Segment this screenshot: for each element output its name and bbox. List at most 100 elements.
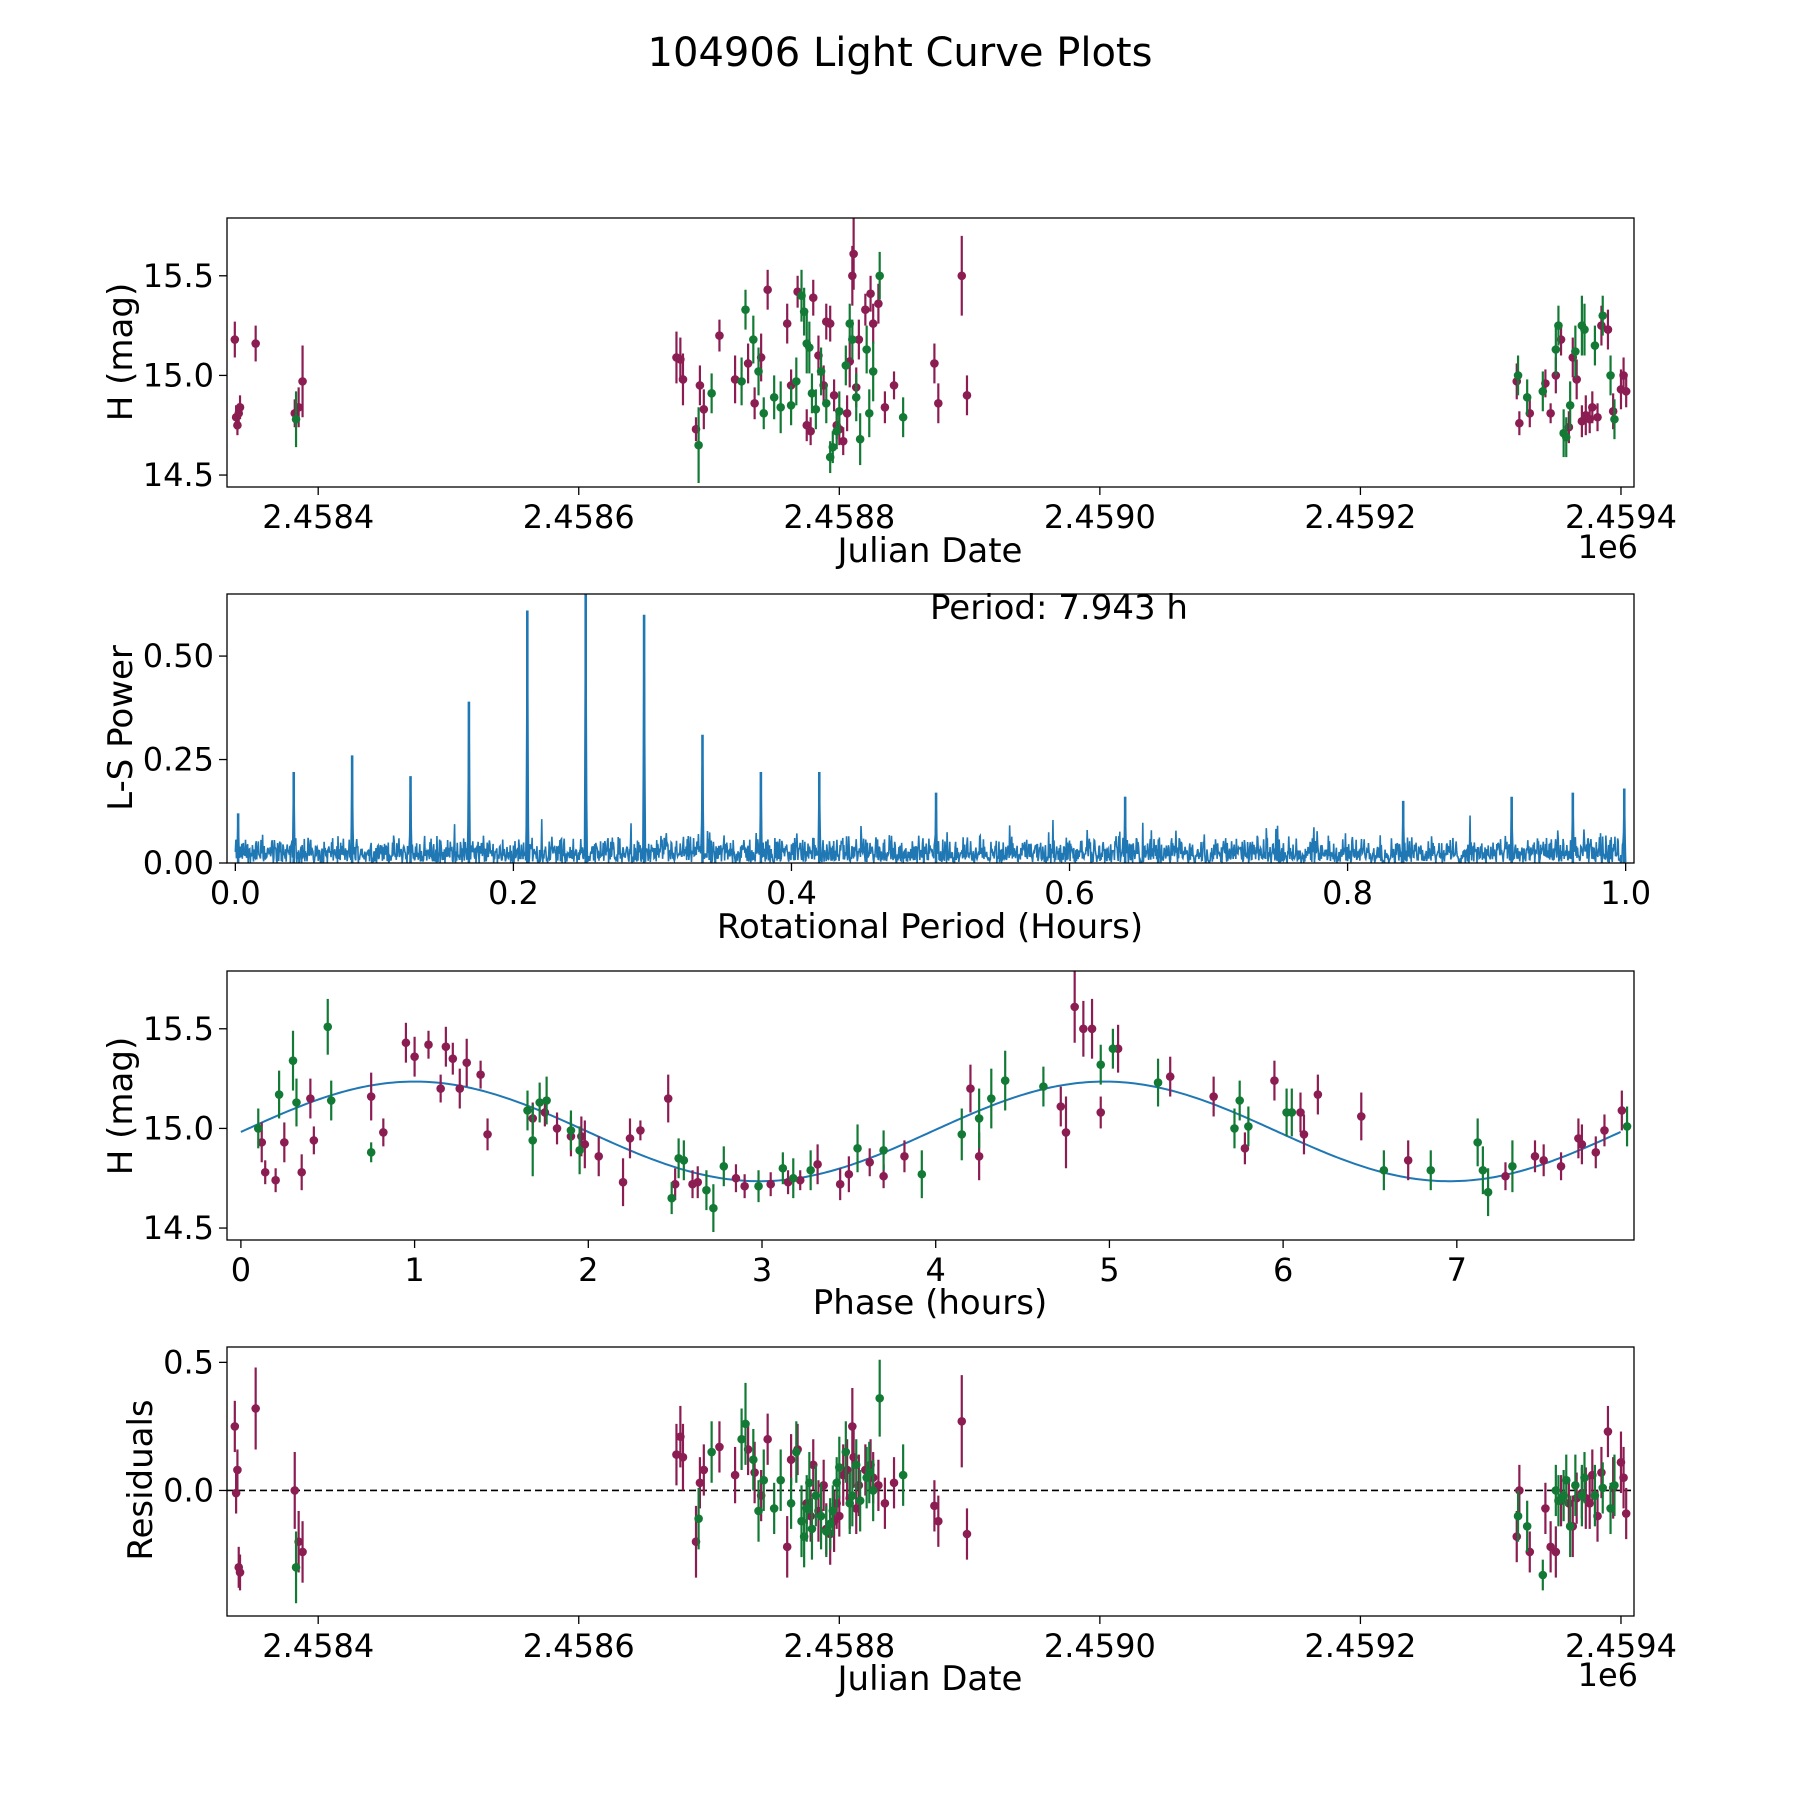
phase-point (1379, 1165, 1389, 1175)
phase-point (257, 1138, 267, 1147)
residuals-axes-frame (226, 1346, 1635, 1617)
timeseries-point (1551, 345, 1561, 354)
periodogram-xtick-label: 1.0 (1600, 874, 1651, 912)
residuals-point (235, 1568, 245, 1577)
phase_fold-xtick-label: 0 (231, 1251, 251, 1289)
residuals-point (1515, 1486, 1524, 1495)
residuals-point (930, 1501, 939, 1511)
timeseries-point (898, 412, 908, 422)
residuals-plot-area (227, 1359, 1634, 1604)
phase_fold-xtick-label: 7 (1447, 1251, 1467, 1289)
phase-point (900, 1152, 909, 1161)
residuals-panel: Residuals Julian Date 1e6 2.4584 2.4586 2.… (121, 1343, 1677, 1699)
phase-point (306, 1094, 315, 1103)
phase-point (1061, 1128, 1071, 1137)
phase-point (1209, 1092, 1218, 1101)
timeseries-point (851, 393, 861, 402)
timeseries-point (678, 375, 688, 384)
phase-point (719, 1161, 729, 1171)
timeseries-point (875, 271, 884, 281)
timeseries-point (816, 367, 826, 376)
periodogram-axes-frame (226, 593, 1635, 864)
phase_fold-plot-area (240, 971, 1632, 1233)
timeseries-point (807, 389, 817, 398)
timeseries-point (868, 367, 878, 376)
residuals-point (741, 1419, 750, 1429)
residuals-point (1597, 1468, 1606, 1477)
timeseries-point (1610, 414, 1619, 424)
timeseries-point (782, 319, 792, 328)
timeseries-point (934, 399, 943, 408)
residuals-xlabel: Julian Date (836, 1659, 1023, 1699)
timeseries-xtick-label: 2.4586 (523, 498, 635, 536)
phase-point (1244, 1122, 1253, 1131)
phase-point (1240, 1144, 1250, 1153)
residuals-point (1565, 1522, 1575, 1531)
timeseries-point (737, 377, 746, 386)
timeseries-point (1538, 387, 1548, 396)
residuals-point (1538, 1570, 1548, 1580)
timeseries-point (1621, 387, 1631, 396)
residuals-point (1571, 1481, 1580, 1490)
timeseries-point (695, 381, 705, 390)
timeseries-point (829, 391, 839, 400)
periodogram-panel: L-S Power Rotational Period (Hours) Peri… (101, 588, 1651, 947)
phase-point (754, 1181, 763, 1191)
residuals-point (699, 1465, 709, 1475)
phase-point (1230, 1124, 1239, 1133)
timeseries-point (1572, 375, 1581, 384)
phase-point (253, 1124, 263, 1133)
timeseries-point (855, 434, 865, 444)
residuals-point (1551, 1547, 1561, 1557)
periodogram-ytick-label: 0.25 (143, 741, 214, 779)
phase-point (844, 1169, 854, 1179)
timeseries-point (1580, 325, 1589, 334)
phase-point (1539, 1155, 1548, 1165)
phase-point (1087, 1024, 1097, 1034)
timeseries-point (230, 335, 240, 344)
phase-point (1235, 1096, 1244, 1105)
residuals-point (786, 1498, 796, 1508)
phase-point (1591, 1148, 1601, 1157)
residuals-point (749, 1455, 758, 1465)
residuals-point (1580, 1473, 1589, 1482)
residuals-point (786, 1455, 796, 1465)
phase-point (1622, 1122, 1632, 1131)
timeseries-point (233, 420, 242, 430)
residuals-point (730, 1470, 740, 1480)
timeseries-point (1561, 432, 1571, 442)
phase-point (1530, 1152, 1540, 1161)
timeseries-point (291, 414, 301, 424)
timeseries-point (1522, 393, 1532, 402)
phase-point (462, 1058, 472, 1067)
timeseries-point (1598, 311, 1608, 320)
residuals-point (835, 1463, 844, 1472)
phase-point (366, 1092, 376, 1101)
residuals-point (821, 1527, 831, 1536)
period-annotation: Period: 7.943 h (930, 588, 1188, 628)
residuals-point (230, 1422, 240, 1431)
phase-point (552, 1124, 562, 1133)
phase-point (535, 1098, 544, 1107)
residuals-point (1610, 1481, 1619, 1490)
residuals-point (962, 1529, 972, 1539)
timeseries-xlabel: Julian Date (836, 531, 1023, 571)
phase-point (441, 1042, 451, 1052)
residuals-point (1619, 1473, 1628, 1482)
timeseries-xtick-label: 2.4584 (262, 498, 374, 536)
phase-point (1296, 1108, 1305, 1117)
phase-point (288, 1056, 298, 1065)
residuals-point (848, 1491, 857, 1500)
residuals-point (1598, 1483, 1608, 1493)
phase-point (297, 1167, 306, 1177)
periodogram-xlabel: Rotational Period (Hours) (717, 907, 1143, 947)
timeseries-point (1603, 325, 1613, 334)
phase-point (323, 1022, 333, 1032)
phase-point (540, 1108, 550, 1117)
residuals-point (835, 1511, 844, 1521)
timeseries-point (848, 335, 857, 344)
phase-point (1426, 1165, 1436, 1175)
phase-point (401, 1038, 411, 1048)
timeseries-ytick-label: 14.5 (143, 456, 214, 494)
residuals-point (1621, 1509, 1631, 1518)
